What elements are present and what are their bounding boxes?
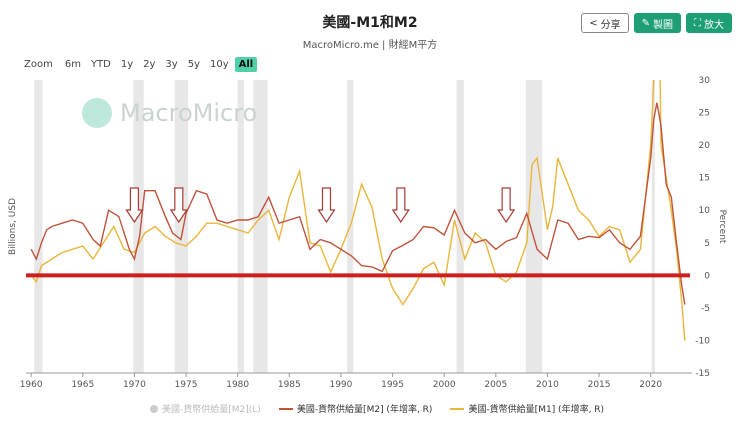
share-label: 分享 bbox=[600, 19, 621, 31]
zoom-ytd-button[interactable]: YTD bbox=[90, 59, 111, 70]
y-tick-label: 30 bbox=[699, 76, 711, 86]
share-icon: < bbox=[589, 17, 598, 29]
recession-band bbox=[525, 80, 543, 373]
chart-subtitle: MacroMicro.me | 財經M平方 bbox=[302, 40, 438, 51]
x-tick-label: 1970 bbox=[123, 380, 146, 390]
zoom-1y-button[interactable]: 1y bbox=[120, 59, 134, 70]
legend-label: 美國-貨幣供給量[M2](L) bbox=[162, 405, 261, 415]
y-axis-left-label: Billions, USD bbox=[8, 198, 18, 255]
recession-band bbox=[237, 80, 244, 373]
x-tick-label: 2000 bbox=[433, 380, 456, 390]
y-tick-label: 15 bbox=[699, 174, 710, 184]
x-tick-label: 1975 bbox=[175, 380, 198, 390]
zoom-6m-button[interactable]: 6m bbox=[64, 59, 81, 70]
recession-band bbox=[174, 80, 189, 373]
recession-band bbox=[133, 80, 144, 373]
x-tick-label: 1980 bbox=[226, 380, 249, 390]
zoom-3y-button[interactable]: 3y bbox=[165, 59, 178, 70]
watermark-text: MacroMicro bbox=[120, 99, 258, 127]
x-tick-label: 1960 bbox=[20, 380, 43, 390]
zoom-bar: Zoom 6m YTD 1y 2y 3y 5y 10y All bbox=[24, 57, 258, 72]
x-tick-label: 2015 bbox=[588, 380, 611, 390]
y-tick-label: -5 bbox=[701, 304, 710, 314]
zoom-label: Zoom bbox=[24, 59, 53, 70]
y-tick-label: 20 bbox=[699, 141, 711, 151]
y-tick-label: -10 bbox=[695, 336, 710, 346]
y-tick-label: -15 bbox=[695, 369, 710, 379]
pencil-icon: ✎ bbox=[641, 17, 650, 29]
down-arrow-annotation bbox=[391, 187, 410, 224]
legend-label: 美國-貨幣供給量[M1] (年增率, R) bbox=[468, 405, 605, 415]
chart-legend: 美國-貨幣供給量[M2](L) 美國-貨幣供給量[M2] (年增率, R) 美國… bbox=[150, 402, 604, 415]
y-tick-label: 5 bbox=[704, 239, 710, 249]
x-tick-label: 2005 bbox=[484, 380, 507, 390]
y-tick-label: 25 bbox=[699, 109, 710, 119]
x-tick-label: 2020 bbox=[639, 380, 662, 390]
zoom-2y-button[interactable]: 2y bbox=[143, 59, 156, 70]
recession-band bbox=[651, 80, 655, 373]
zoom-5y-button[interactable]: 5y bbox=[187, 59, 200, 70]
recession-band bbox=[456, 80, 464, 373]
x-tick-label: 2010 bbox=[536, 380, 559, 390]
legend-item-m1-yoy[interactable]: 美國-貨幣供給量[M1] (年增率, R) bbox=[450, 402, 604, 415]
recession-band bbox=[34, 80, 43, 373]
y-tick-label: 10 bbox=[699, 206, 711, 216]
recession-band bbox=[253, 80, 268, 373]
legend-item-m2-yoy[interactable]: 美國-貨幣供給量[M2] (年增率, R) bbox=[278, 402, 433, 415]
copy-chart-label: 製圖 bbox=[653, 19, 673, 31]
legend-line-icon bbox=[450, 407, 465, 410]
x-tick-label: 1995 bbox=[381, 380, 404, 390]
down-arrow-annotation bbox=[125, 187, 144, 224]
down-arrow-annotation bbox=[317, 187, 336, 224]
zoom-all-button[interactable]: All bbox=[234, 57, 258, 72]
zoom-10y-button[interactable]: 10y bbox=[209, 59, 229, 70]
chart-title: 美國-M1和M2 bbox=[322, 15, 418, 31]
down-arrow-annotation bbox=[169, 187, 188, 224]
chart-toolbar: < 分享 ✎ 製圖 ⛶ 放大 bbox=[581, 13, 732, 33]
x-tick-label: 1990 bbox=[329, 380, 352, 390]
x-tick-label: 1985 bbox=[278, 380, 301, 390]
legend-line-icon bbox=[278, 407, 293, 410]
down-arrow-annotation bbox=[497, 187, 516, 224]
enlarge-button[interactable]: ⛶ 放大 bbox=[686, 13, 732, 33]
expand-icon: ⛶ bbox=[694, 17, 701, 29]
copy-chart-button[interactable]: ✎ 製圖 bbox=[633, 13, 681, 33]
legend-item-m2-level[interactable]: 美國-貨幣供給量[M2](L) bbox=[150, 402, 261, 415]
share-button[interactable]: < 分享 bbox=[581, 13, 629, 33]
watermark: MacroMicro bbox=[82, 98, 257, 128]
watermark-logo-icon bbox=[82, 98, 112, 128]
y-tick-label: 0 bbox=[704, 271, 710, 281]
series-line-m2 bbox=[30, 102, 686, 305]
legend-dot-icon bbox=[150, 404, 158, 413]
enlarge-label: 放大 bbox=[704, 19, 724, 31]
x-tick-label: 1965 bbox=[71, 380, 94, 390]
y-axis-right-label: Percent bbox=[717, 210, 727, 244]
legend-label: 美國-貨幣供給量[M2] (年增率, R) bbox=[296, 405, 433, 415]
